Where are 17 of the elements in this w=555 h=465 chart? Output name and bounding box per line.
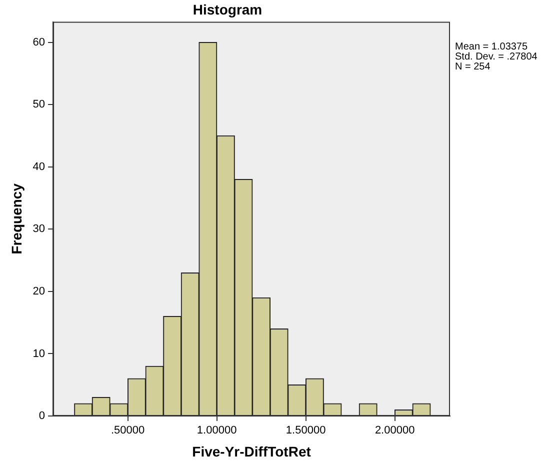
text: N = 254 xyxy=(455,62,491,73)
x-tick-label: 1.50000 xyxy=(286,424,326,437)
text: Std. Dev. = .27804 xyxy=(455,52,538,63)
y-tick-label: 60 xyxy=(32,36,46,48)
x-tick-label: 2.00000 xyxy=(374,424,415,437)
x-tick-label: .50000 xyxy=(110,424,145,437)
y-tick-label: 0 xyxy=(38,410,46,422)
y-tick-label: 10 xyxy=(32,348,46,360)
text: Mean = 1.03375 xyxy=(455,42,528,53)
chart-title: Histogram xyxy=(192,1,262,18)
x-tick-label: 1.00000 xyxy=(196,424,237,437)
y-tick-label: 50 xyxy=(32,98,46,111)
x-axis-title: Five-Yr-DiffTotRet xyxy=(192,443,312,460)
y-axis-title: Frequency xyxy=(8,183,24,254)
y-tick-label: 30 xyxy=(32,223,46,236)
y-tick-label: 40 xyxy=(32,160,46,173)
y-tick-label: 20 xyxy=(32,285,46,298)
